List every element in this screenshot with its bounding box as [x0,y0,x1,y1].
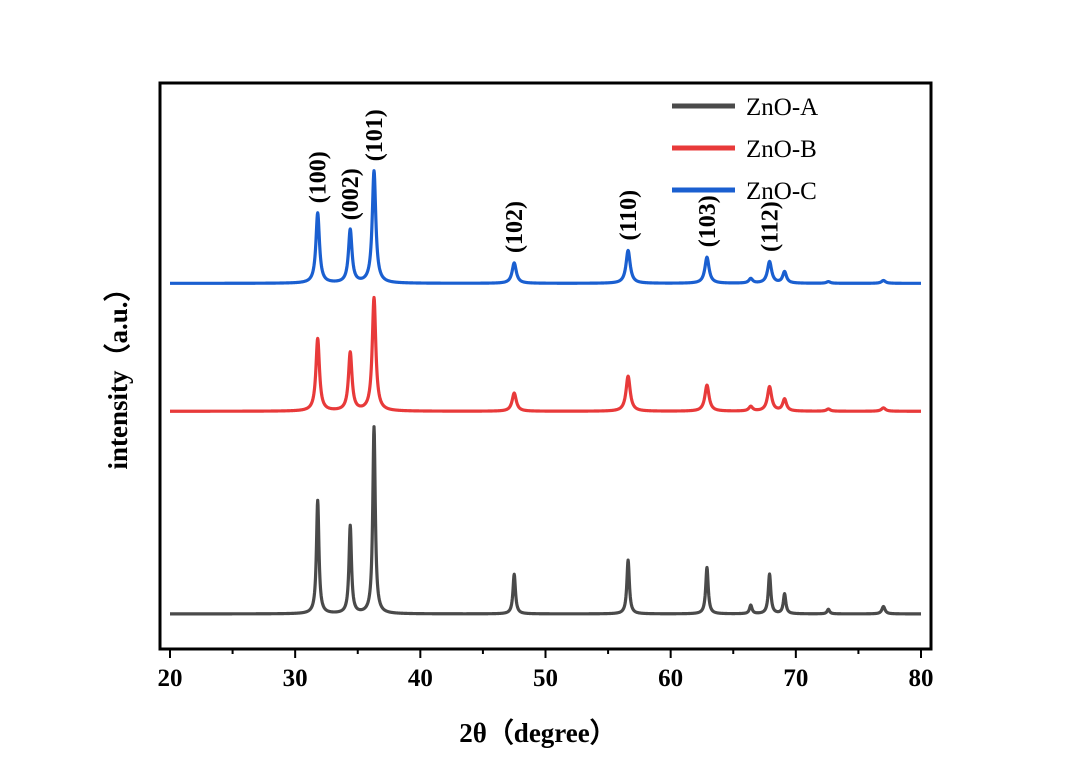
y-axis-title: intensity（a.u.） [103,274,133,469]
x-tick-label-30: 30 [283,665,308,692]
x-tick-label-70: 70 [783,665,808,692]
peak-label-103: (103) [695,195,721,247]
peak-label-102: (102) [502,201,528,253]
x-tick-label-60: 60 [658,665,683,692]
legend-label-zno-c: ZnO-C [746,178,817,205]
peak-label-002: (002) [338,168,364,220]
peak-label-110: (110) [616,190,642,241]
legend: ZnO-A ZnO-B ZnO-C [672,94,818,205]
x-axis-title: 2θ（degree） [459,718,617,748]
series-line-zno-c [168,169,923,285]
peak-annotations: (100) (002) (101) (102) (110) (103) (112) [306,109,784,253]
series-line-zno-a [168,425,923,616]
legend-label-zno-b: ZnO-B [746,136,817,163]
plot-area [168,169,923,616]
legend-label-zno-a: ZnO-A [746,94,818,121]
x-tick-label-80: 80 [909,665,934,692]
x-tick-label-50: 50 [533,665,558,692]
x-tick-label-20: 20 [158,665,183,692]
peak-label-112: (112) [758,201,784,252]
peak-label-101: (101) [362,109,388,161]
peak-label-100: (100) [306,151,332,203]
x-tick-label-40: 40 [408,665,433,692]
series-line-zno-b [168,295,923,413]
x-axis: 20 30 40 50 60 70 80 [158,649,934,692]
